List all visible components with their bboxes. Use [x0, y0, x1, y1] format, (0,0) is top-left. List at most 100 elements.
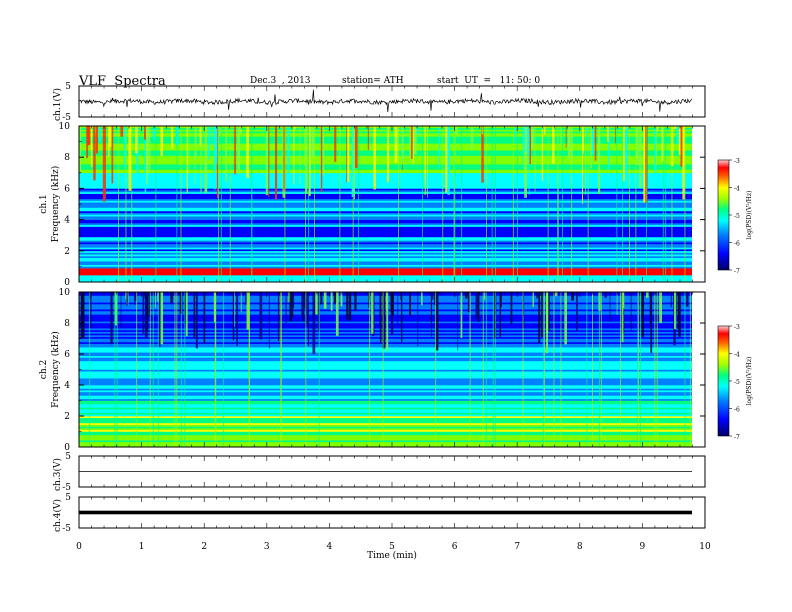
ch2-spectrogram-band	[79, 402, 692, 405]
ch1-spectrogram-streak	[646, 126, 647, 282]
ch1-spectrogram-streak	[547, 126, 549, 282]
ch1-spectrogram-band	[79, 186, 692, 189]
ch2-spectrogram-band	[79, 417, 692, 420]
ch2-spectrogram-band	[79, 407, 692, 410]
ch3-waveform-ylabel: ch.3(V)	[52, 458, 63, 491]
ch2-spectrogram-streak	[677, 292, 679, 330]
ch1-spectrogram-streak	[674, 126, 677, 129]
ch1-spectrogram-streak	[123, 126, 125, 166]
ch1-spectrogram-streak	[120, 126, 124, 137]
ch1-spectrogram-band	[79, 129, 692, 132]
ch2-spectrogram-streak	[193, 292, 196, 338]
ch1-spectrogram-band	[79, 205, 692, 208]
ch1-spectrogram-streak	[265, 126, 268, 196]
ch1-spectrogram-streak	[143, 126, 145, 133]
ch1-spectrogram-streak	[514, 126, 516, 140]
ch1-spectrogram-streak	[118, 126, 119, 282]
ch2-spectrogram-ytick-label: 10	[59, 288, 71, 298]
ch1-spectrogram-streak	[495, 126, 496, 282]
ch1-spectrogram-streak	[124, 126, 126, 168]
ch2-colorbar-tick-label: -4	[734, 352, 740, 359]
ch1-spectrogram-streak	[586, 126, 588, 138]
ch2-spectrogram-band	[79, 440, 692, 443]
ch1-spectrogram-band	[79, 183, 692, 186]
ch1-spectrogram-band	[79, 269, 692, 272]
ch2-spectrogram-streak	[291, 292, 294, 318]
ch1-spectrogram-streak	[144, 126, 146, 140]
ch1-spectrogram-streak	[594, 126, 597, 161]
ch2-spectrogram-streak	[110, 292, 112, 345]
ch2-spectrogram-streak	[170, 292, 173, 303]
ch1-spectrogram-streak	[86, 126, 89, 159]
ch1-spectrogram-streak	[398, 126, 399, 282]
ch1-spectrogram-streak	[524, 126, 527, 198]
ch1-spectrogram-streak	[491, 126, 493, 282]
ch4-waveform-ytick-label: -5	[62, 524, 71, 534]
ch2-spectrogram-streak	[421, 292, 423, 306]
ch1-spectrogram-band	[79, 217, 692, 220]
ch1-spectrogram-streak	[424, 126, 426, 179]
ch2-spectrogram-streak	[320, 292, 323, 305]
ch1-spectrogram-streak	[622, 126, 623, 282]
ch1-spectrogram-streak	[442, 126, 444, 282]
ch2-spectrogram-band	[79, 379, 692, 382]
ch1-spectrogram-band	[79, 235, 692, 238]
ch2-spectrogram-streak	[246, 292, 250, 330]
ch1-spectrogram-streak	[215, 126, 218, 165]
ch1-spectrogram-band	[79, 276, 692, 279]
ch2-spectrogram-streak	[176, 292, 178, 447]
ch2-colorbar-tick-label: -7	[734, 434, 740, 441]
ch1-spectrogram-streak	[639, 126, 642, 189]
ch1-spectrogram-streak	[598, 126, 601, 195]
ch2-spectrogram-streak	[554, 292, 558, 297]
ch2-spectrogram-streak	[155, 292, 156, 309]
ch2-spectrogram-streak	[390, 292, 393, 313]
ch2-spectrogram-band	[79, 403, 692, 406]
ch2-spectrogram-band	[79, 336, 692, 339]
ch2-spectrogram-band	[79, 333, 692, 336]
ch2-spectrogram-band	[79, 443, 692, 446]
ch1-spectrogram-band	[79, 233, 692, 236]
ch1-spectrogram-streak	[128, 126, 132, 191]
ch2-spectrogram-band	[79, 405, 692, 408]
ch2-spectrogram-band	[79, 338, 692, 341]
ch2-spectrogram-streak	[114, 292, 118, 326]
ch1-spectrogram-streak	[486, 126, 487, 282]
ch1-spectrogram-band	[79, 236, 692, 239]
ch1-spectrogram-band	[79, 179, 692, 182]
ch1-spectrogram-streak	[678, 126, 682, 155]
ch2-spectrogram-streak	[305, 292, 307, 447]
ch2-spectrogram-streak	[654, 292, 656, 447]
ch1-spectrogram-streak	[517, 126, 518, 282]
ch2-spectrogram-streak	[656, 292, 658, 447]
time-tick-label: 8	[577, 542, 583, 552]
ch1-spectrogram-band	[79, 242, 692, 245]
ch2-spectrogram-streak	[180, 292, 182, 447]
ch2-spectrogram-streak	[522, 292, 524, 447]
ch1-spectrogram-band	[79, 273, 692, 276]
ch1-spectrogram-streak	[148, 126, 151, 174]
ch2-spectrogram-streak	[492, 292, 494, 447]
ch2-spectrogram-streak	[148, 292, 150, 317]
ch2-spectrogram-streak	[650, 292, 653, 354]
ch2-spectrogram-band	[79, 323, 692, 326]
ch2-spectrogram-band	[79, 329, 692, 332]
ch2-spectrogram-streak	[268, 292, 270, 349]
ch1-spectrogram-streak	[582, 126, 583, 204]
ch2-spectrogram-streak	[536, 292, 538, 299]
ch2-spectrogram-streak	[553, 292, 555, 447]
ch1-spectrogram-streak	[108, 126, 110, 157]
ch1-spectrogram-streak	[305, 126, 306, 282]
ch1-waveform-ytick-label: 5	[65, 82, 71, 92]
ch2-spectrogram-streak	[369, 292, 371, 447]
ch2-spectrogram-streak	[82, 292, 85, 339]
ch2-spectrogram-streak	[152, 292, 154, 447]
ch2-spectrogram-band	[79, 364, 692, 367]
ch2-spectrogram-streak	[293, 292, 295, 308]
ch1-spectrogram-streak	[354, 126, 358, 168]
ch1-colorbar-tick-label: -7	[734, 268, 740, 275]
ch2-spectrogram-band	[79, 348, 692, 351]
ch1-spectrogram-streak	[453, 126, 455, 282]
ch2-spectrogram-band	[79, 341, 692, 344]
ch2-spectrogram-streak	[646, 292, 649, 298]
